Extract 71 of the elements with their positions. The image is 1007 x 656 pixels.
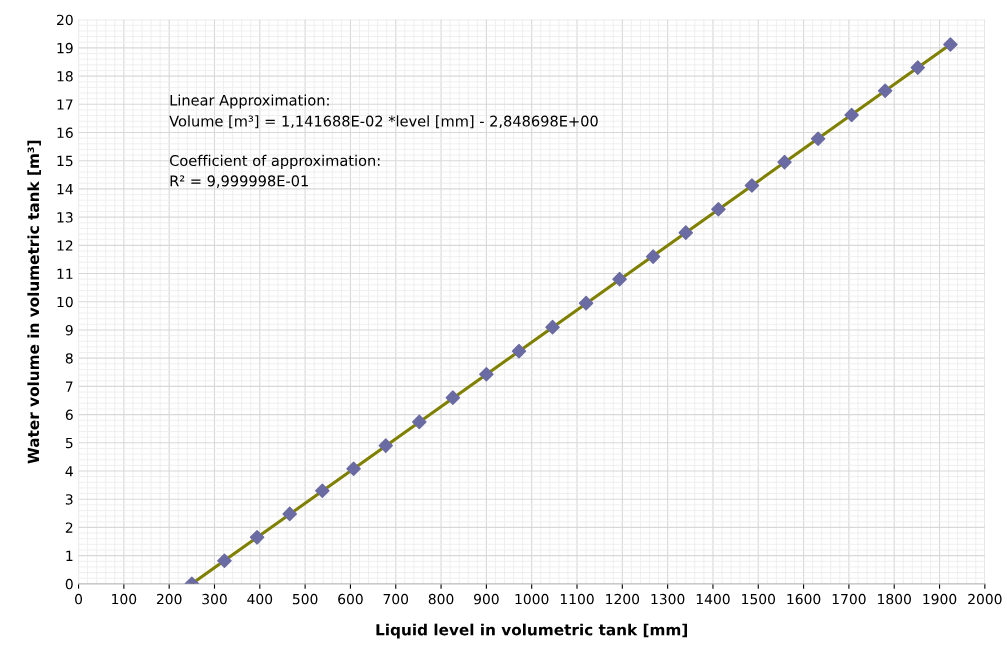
x-tick-label: 0 <box>75 593 83 605</box>
y-tick-label: 1 <box>66 550 73 561</box>
y-tick-label: 5 <box>65 437 73 449</box>
point <box>678 225 694 240</box>
point <box>282 506 297 522</box>
y-tick-label: 4 <box>65 466 73 477</box>
annotation: Coefficient of approximation: <box>169 154 380 169</box>
point <box>511 343 527 359</box>
y-tick-label: 10 <box>57 296 73 308</box>
point <box>910 60 926 75</box>
point <box>744 178 760 193</box>
point <box>479 366 494 382</box>
x-tick-label: 2000 <box>968 593 1002 605</box>
x-tick-label: 500 <box>292 593 318 605</box>
point <box>445 390 461 405</box>
y-tick-label: 20 <box>57 14 73 26</box>
y-tick-label: 16 <box>57 127 73 138</box>
x-tick-label: 1500 <box>742 593 776 605</box>
x-tick-label: 600 <box>338 593 363 605</box>
x-tick-label: 300 <box>202 593 227 605</box>
point <box>346 461 361 477</box>
y-tick-label: 8 <box>65 353 73 364</box>
x-tick-label: 900 <box>474 593 499 605</box>
point <box>943 37 958 52</box>
y-tick-label: 3 <box>65 494 73 505</box>
y-tick-label: 2 <box>65 522 73 533</box>
point <box>777 154 792 170</box>
x-tick-label: 700 <box>383 593 409 605</box>
y-tick-label: 13 <box>57 212 73 223</box>
y-tick-label: 17 <box>57 99 73 110</box>
y-tick-label: 9 <box>65 324 73 336</box>
x-tick-label: 1600 <box>787 593 821 605</box>
x-tick-label: 1000 <box>515 593 549 605</box>
point <box>645 249 661 264</box>
annotation: R² = 9,999998E-01 <box>170 175 308 188</box>
y-axis-title: Water volume in volumetric tank [m³] <box>27 140 41 464</box>
point <box>412 414 427 430</box>
x-tick-label: 1900 <box>923 593 957 605</box>
y-tick-label: 7 <box>65 381 73 392</box>
annotation: Volume [m³] = 1,141688E-02 *level [mm] - 2,848698E+00 <box>169 115 598 129</box>
y-tick-label: 15 <box>57 155 73 167</box>
point <box>612 271 627 287</box>
point <box>217 553 232 568</box>
y-tick-label: 12 <box>57 240 73 251</box>
point <box>249 530 265 545</box>
y-tick-label: 0 <box>65 578 73 590</box>
x-tick-label: 1300 <box>651 593 685 605</box>
x-axis-title: Liquid level in volumetric tank [mm] <box>376 623 688 639</box>
point <box>711 201 726 217</box>
x-tick-label: 400 <box>247 593 273 605</box>
x-tick-label: 1800 <box>878 593 911 605</box>
point <box>578 295 594 311</box>
y-tick-label: 19 <box>57 42 73 54</box>
x-tick-label: 100 <box>112 593 137 605</box>
point <box>877 83 893 99</box>
annotation: Linear Approximation: <box>170 94 329 109</box>
x-tick-label: 800 <box>428 593 454 605</box>
y-tick-label: 14 <box>57 184 73 195</box>
x-tick-label: 1400 <box>696 593 730 605</box>
point <box>378 438 394 453</box>
x-tick-label: 1700 <box>832 593 866 605</box>
x-tick-label: 1100 <box>560 593 594 605</box>
point <box>315 483 330 499</box>
point <box>545 319 560 335</box>
y-tick-label: 6 <box>65 409 73 421</box>
x-tick-label: 200 <box>156 593 182 605</box>
y-tick-label: 11 <box>57 268 73 279</box>
x-tick-label: 1200 <box>606 593 640 605</box>
y-tick-label: 18 <box>57 71 73 82</box>
point <box>844 107 859 123</box>
point <box>810 131 826 147</box>
